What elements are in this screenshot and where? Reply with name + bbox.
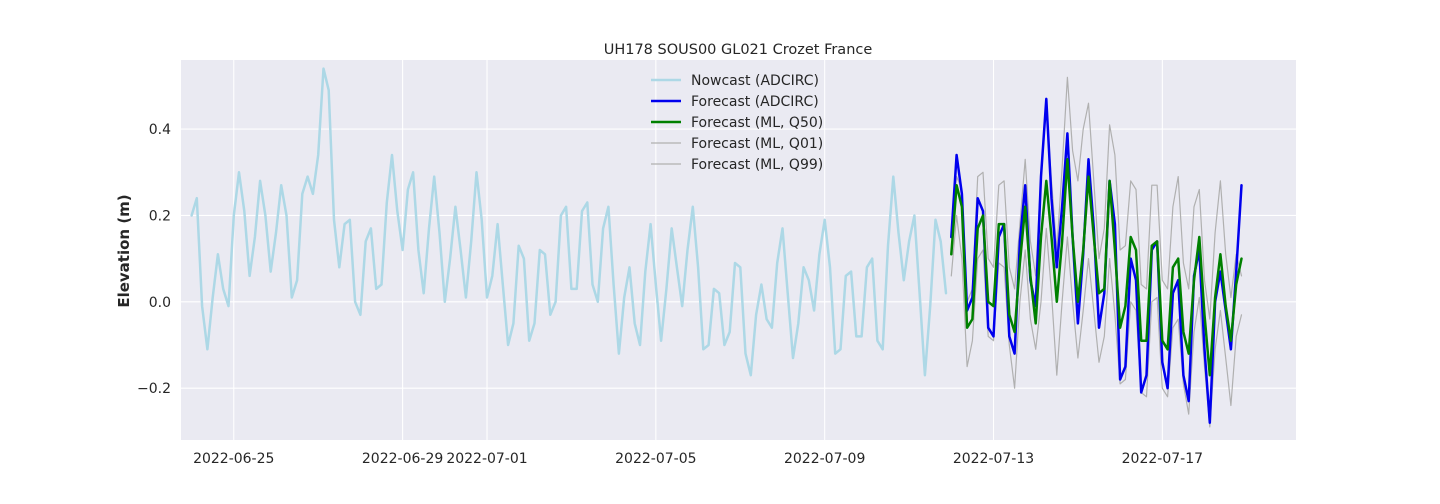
plot-area [181,60,1296,440]
y-tick-label: 0.2 [149,208,171,224]
x-tick-label: 2022-07-13 [953,451,1034,467]
series-lines [190,67,1243,428]
series-line-4 [950,76,1243,320]
y-axis-ticks: −0.2 0.0 0.2 0.4 [137,122,171,397]
series-line-0 [190,67,948,377]
legend-label: Nowcast (ADCIRC) [691,73,819,89]
y-tick-label: −0.2 [137,381,171,397]
x-tick-label: 2022-07-09 [784,451,865,467]
legend-label: Forecast (ADCIRC) [691,94,819,110]
x-tick-label: 2022-06-29 [362,451,443,467]
legend: Nowcast (ADCIRC) Forecast (ADCIRC) Forecas… [651,73,823,173]
y-axis-label: Elevation (m) [115,194,133,307]
chart-title: UH178 SOUS00 GL021 Crozet France [604,42,873,58]
legend-label: Forecast (ML, Q01) [691,136,823,152]
series-line-2 [950,158,1243,377]
series-line-3 [950,214,1243,428]
y-tick-label: 0.4 [149,122,171,138]
y-tick-label: 0.0 [149,295,171,311]
x-axis-ticks: 2022-06-25 2022-06-29 2022-07-01 2022-07-05… [193,451,1203,467]
x-tick-label: 2022-07-01 [446,451,527,467]
x-tick-label: 2022-07-05 [615,451,696,467]
legend-label: Forecast (ML, Q50) [691,115,823,131]
x-tick-label: 2022-06-25 [193,451,274,467]
legend-label: Forecast (ML, Q99) [691,157,823,173]
x-tick-label: 2022-07-17 [1122,451,1203,467]
